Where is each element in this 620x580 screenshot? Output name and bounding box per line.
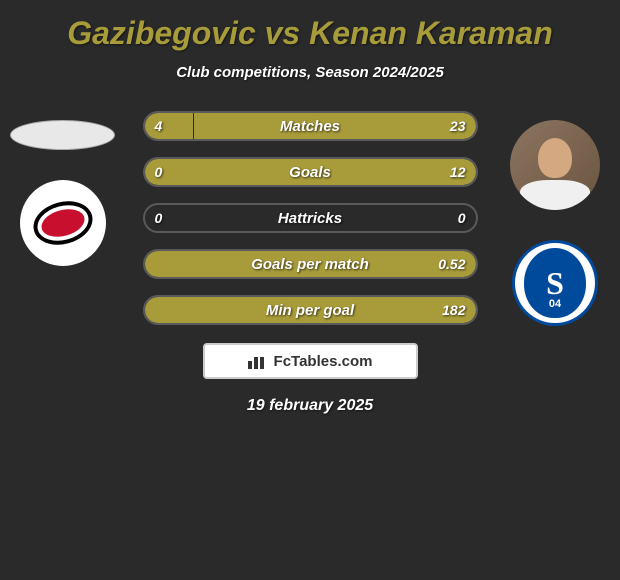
source-text: FcTables.com [274, 353, 373, 370]
stat-row: 0Hattricks0 [143, 203, 478, 233]
stat-label: Goals [145, 164, 476, 181]
stat-label: Hattricks [145, 210, 476, 227]
stat-label: Goals per match [145, 256, 476, 273]
stat-row: 4Matches23 [143, 111, 478, 141]
player-right-column: S 04 [510, 120, 600, 326]
page-title: Gazibegovic vs Kenan Karaman [67, 15, 553, 52]
source-badge[interactable]: FcTables.com [203, 343, 418, 379]
date-label: 19 february 2025 [247, 397, 373, 415]
stat-right-value: 0.52 [438, 256, 465, 272]
stat-label: Matches [145, 118, 476, 135]
player-right-club-logo: S 04 [512, 240, 598, 326]
stat-row: 0Goals12 [143, 157, 478, 187]
page-subtitle: Club competitions, Season 2024/2025 [176, 64, 444, 81]
stat-right-value: 12 [450, 164, 466, 180]
player-left-club-logo [20, 180, 106, 266]
stats-bars: 4Matches230Goals120Hattricks0Goals per m… [143, 111, 478, 325]
player-right-avatar [510, 120, 600, 210]
schalke-s-letter: S [546, 267, 564, 299]
player-left-avatar [10, 120, 115, 150]
hurricanes-logo-icon [33, 202, 93, 244]
stat-row: Min per goal182 [143, 295, 478, 325]
chart-icon [248, 353, 268, 369]
stat-right-value: 182 [442, 302, 465, 318]
schalke-04-number: 04 [549, 298, 561, 310]
stat-label: Min per goal [145, 302, 476, 319]
stat-right-value: 23 [450, 118, 466, 134]
stat-right-value: 0 [458, 210, 466, 226]
player-left-column [10, 120, 115, 266]
stat-row: Goals per match0.52 [143, 249, 478, 279]
schalke-logo-icon: S 04 [524, 248, 586, 318]
